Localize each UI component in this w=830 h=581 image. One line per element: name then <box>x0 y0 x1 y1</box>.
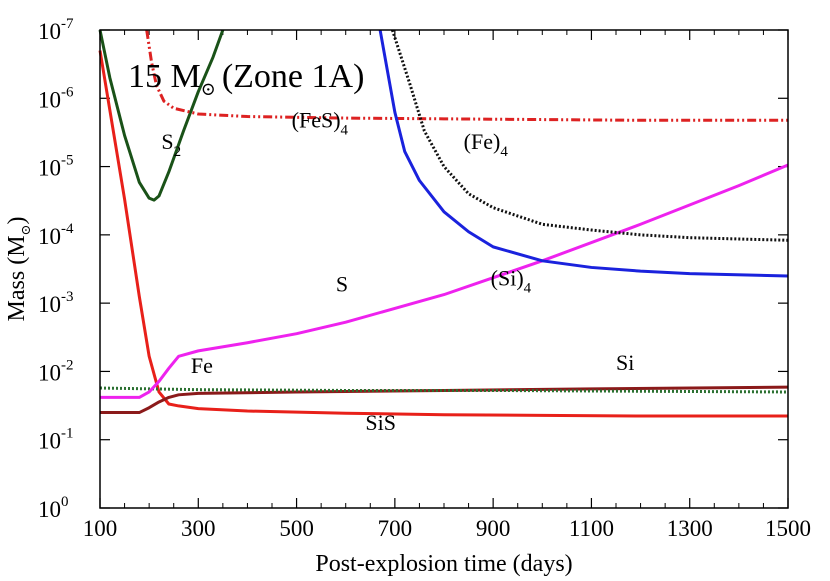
x-tick-label: 1300 <box>667 516 713 541</box>
series-label-s2: S2 <box>161 129 181 160</box>
title-subscript: ⊙ <box>201 79 216 99</box>
series-layer <box>98 29 789 418</box>
title-suffix: (Zone 1A) <box>222 58 365 95</box>
series-label-si: Si <box>616 350 634 375</box>
series-line-sis <box>98 50 788 418</box>
chart-title: 15 M⊙ (Zone 1A) <box>128 58 364 99</box>
x-tick-label: 700 <box>378 516 413 541</box>
x-tick-label: 500 <box>279 516 314 541</box>
y-tick-label: 100 <box>38 494 69 522</box>
y-tick-label: 10-1 <box>38 426 74 454</box>
y-axis-label: Mass (M⊙) <box>4 217 33 322</box>
x-tick-label: 900 <box>476 516 511 541</box>
series-line-si4 <box>378 29 789 278</box>
series-line-fe <box>99 386 789 394</box>
y-tick-label: 10-4 <box>38 221 74 249</box>
series-label-fe: Fe <box>191 353 213 378</box>
series-label-si4: (Si)4 <box>491 265 532 296</box>
series-line-fe4 <box>390 29 789 242</box>
x-tick-label: 1100 <box>569 516 614 541</box>
y-tick-label: 10-7 <box>38 16 74 44</box>
x-tick-label: 1500 <box>765 516 811 541</box>
y-tick-label: 10-5 <box>38 153 74 181</box>
series-line-fes4 <box>145 29 788 122</box>
series-line-s2 <box>98 29 225 202</box>
y-tick-label: 10-6 <box>38 84 74 112</box>
x-tick-label: 300 <box>181 516 216 541</box>
x-tick-label: 100 <box>83 516 118 541</box>
series-label-fes4: (FeS)4 <box>292 108 349 139</box>
series-line-s <box>100 163 789 399</box>
tick-layer: 100 300 500 700 900 1100 1300 1500 100 10-1 10-2 10… <box>38 16 811 541</box>
label-layer: SiS Si Fe S S2 (FeS)4 (Si)4 (Fe)4 <box>161 108 634 435</box>
y-label-subscript: ⊙ <box>18 225 33 236</box>
x-axis-label: Post-explosion time (days) <box>315 551 572 577</box>
y-label-suffix: ) <box>4 217 30 225</box>
series-label-fe4: (Fe)4 <box>464 129 509 160</box>
plot-frame <box>99 29 789 509</box>
series-label-s: S <box>336 272 348 297</box>
y-tick-label: 10-2 <box>38 357 74 385</box>
y-tick-label: 10-3 <box>38 289 74 317</box>
series-label-sis: SiS <box>365 410 396 435</box>
